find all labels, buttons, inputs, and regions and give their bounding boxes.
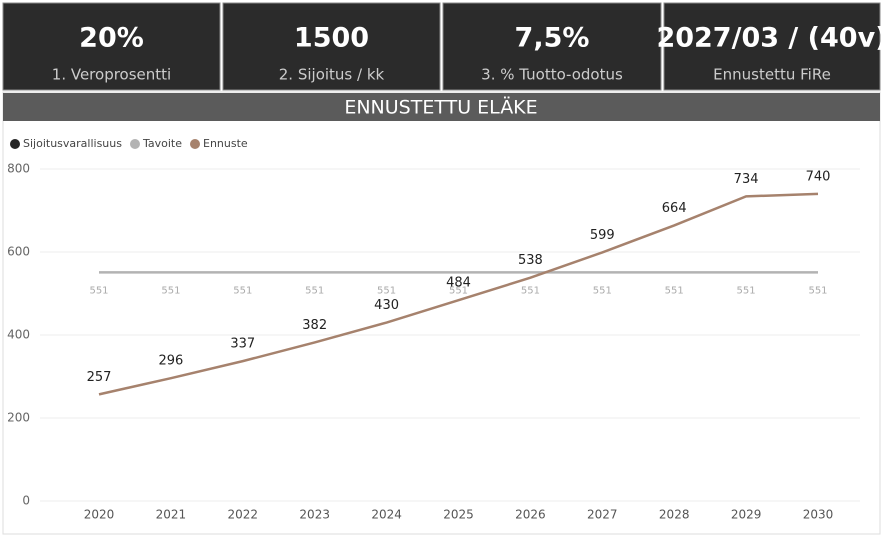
line-2 (98, 192, 819, 396)
data-label: 551 (665, 285, 684, 296)
y-tick-label: 0 (22, 494, 30, 508)
y-tick-label: 200 (7, 411, 30, 425)
data-label: 296 (158, 354, 183, 369)
x-tick-label: 2030 (803, 508, 834, 522)
data-label: 551 (161, 285, 180, 296)
data-label: 551 (737, 285, 756, 296)
kpi-label: 2. Sijoitus / kk (279, 66, 385, 84)
data-label: 551 (593, 285, 612, 296)
kpi-label: Ennustettu FiRe (713, 66, 831, 84)
chart-title: ENNUSTETTU ELÄKE (344, 96, 537, 119)
kpi-card (2, 2, 221, 91)
data-label: 551 (521, 285, 540, 296)
data-label: 337 (230, 337, 255, 352)
kpi-label: 1. Veroprosentti (52, 66, 171, 84)
chart-frame (2, 91, 881, 535)
data-label: 551 (305, 285, 324, 296)
x-tick-label: 2025 (443, 508, 474, 522)
data-label: 551 (377, 285, 396, 296)
data-label: 551 (449, 285, 468, 296)
data-label: 257 (87, 370, 112, 385)
x-tick-label: 2026 (515, 508, 546, 522)
kpi-card (442, 2, 662, 91)
data-label: 599 (590, 228, 615, 243)
legend-marker (129, 139, 140, 149)
data-label: 740 (806, 169, 831, 184)
data-label: 551 (233, 285, 252, 296)
data-label: 430 (374, 298, 399, 313)
data-label: 538 (518, 253, 543, 268)
x-tick-label: 2029 (731, 508, 762, 522)
legend-marker (190, 139, 200, 149)
x-tick-label: 2024 (371, 508, 402, 522)
data-label: 382 (302, 318, 327, 333)
kpi-value: 2027/03 / (40v) (656, 23, 883, 54)
kpi-value: 7,5% (515, 23, 590, 54)
kpi-value: 1500 (294, 23, 369, 54)
data-label: 734 (734, 172, 759, 187)
x-tick-label: 2027 (587, 508, 618, 522)
kpi-card (663, 2, 881, 91)
y-tick-label: 600 (7, 245, 30, 259)
x-tick-label: 2028 (659, 508, 690, 522)
kpi-label: 3. % Tuotto-odotus (481, 66, 623, 84)
x-tick-label: 2023 (299, 508, 330, 522)
data-label: 664 (662, 201, 687, 216)
kpi-card (222, 2, 441, 91)
data-label: 551 (808, 285, 827, 296)
legend-label: Tavoite (142, 137, 182, 150)
y-tick-label: 800 (7, 162, 30, 176)
title-bar (3, 93, 880, 121)
x-tick-label: 2021 (156, 508, 187, 522)
legend-label: Sijoitusvarallisuus (23, 137, 122, 150)
x-tick-label: 2020 (84, 508, 115, 522)
legend-marker (10, 139, 20, 149)
y-tick-label: 400 (7, 328, 30, 342)
data-label: 551 (89, 285, 108, 296)
x-tick-label: 2022 (228, 508, 259, 522)
kpi-value: 20% (79, 23, 144, 54)
data-label: 484 (446, 276, 471, 291)
legend-label: Ennuste (203, 137, 248, 150)
